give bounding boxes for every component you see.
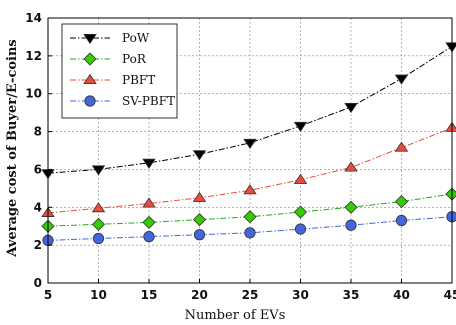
data-point-por: [192, 213, 207, 227]
legend-label: PoW: [122, 31, 150, 45]
data-point-pow: [243, 138, 257, 150]
data-point-sv-pbft: [395, 214, 408, 227]
x-tick-label: 10: [90, 288, 107, 302]
data-point-pbft: [142, 197, 156, 208]
data-point-sv-pbft: [446, 211, 456, 223]
data-point-por: [243, 210, 257, 224]
data-point-sv-pbft: [92, 232, 105, 245]
x-tick-label: 45: [444, 288, 456, 302]
x-tick-label: 40: [393, 288, 410, 302]
data-point-pbft: [293, 173, 308, 184]
y-ticks: 0 2 4 6 8 10 12 14: [25, 11, 52, 290]
y-tick-label: 2: [34, 238, 42, 252]
data-point-sv-pbft: [345, 219, 357, 231]
data-point-por: [91, 217, 106, 231]
data-point-por: [445, 187, 456, 201]
x-axis-label: Number of EVs: [185, 308, 286, 323]
data-point-pbft: [344, 161, 358, 172]
x-tick-label: 15: [141, 288, 158, 302]
legend-marker: [84, 95, 96, 107]
legend-label: PBFT: [122, 73, 155, 87]
data-point-pbft: [192, 191, 207, 202]
y-tick-label: 8: [34, 125, 42, 139]
y-tick-label: 12: [25, 49, 42, 63]
data-point-por: [344, 200, 358, 214]
data-point-sv-pbft: [143, 231, 155, 243]
x-ticks: 5 10 15 20 25 30 35 40 45: [44, 279, 456, 302]
data-point-sv-pbft: [244, 227, 256, 239]
data-point-pbft: [91, 202, 106, 213]
y-tick-label: 6: [34, 162, 42, 176]
data-point-sv-pbft: [193, 229, 206, 241]
y-tick-label: 10: [25, 87, 42, 101]
data-point-pbft: [445, 121, 456, 132]
data-point-pow: [445, 42, 456, 53]
legend-marker: [83, 73, 97, 84]
data-point-pow: [91, 165, 106, 176]
legend-box: [61, 23, 178, 119]
data-point-sv-pbft: [294, 223, 307, 235]
data-point-pow: [192, 150, 207, 161]
y-axis-label: Average cost of Buyer/E-coins: [5, 39, 20, 257]
y-tick-label: 14: [25, 11, 42, 25]
series-line-por: [47, 193, 453, 227]
data-point-pbft: [394, 141, 409, 152]
y-tick-label: 4: [34, 200, 42, 214]
x-tick-label: 35: [343, 288, 360, 302]
data-point-por: [394, 195, 409, 209]
data-point-por: [293, 205, 308, 219]
x-tick-label: 25: [242, 288, 259, 302]
y-tick-label: 0: [34, 276, 42, 290]
legend: PoW PoR PBFT SV-PBFT: [61, 23, 178, 119]
legend-marker: [83, 52, 97, 66]
legend-marker: [83, 34, 97, 45]
data-point-por: [142, 215, 156, 229]
data-point-pow: [293, 121, 308, 133]
x-tick-label: 30: [292, 288, 309, 302]
data-point-pbft: [243, 184, 257, 195]
x-tick-label: 5: [44, 288, 52, 302]
x-tick-label: 20: [191, 288, 208, 302]
data-point-pow: [394, 74, 409, 85]
data-point-pow: [142, 158, 156, 169]
legend-label: PoR: [122, 52, 147, 66]
series-line-sv-pbft: [47, 216, 453, 241]
legend-label: SV-PBFT: [122, 94, 175, 108]
data-point-pow: [344, 102, 358, 114]
